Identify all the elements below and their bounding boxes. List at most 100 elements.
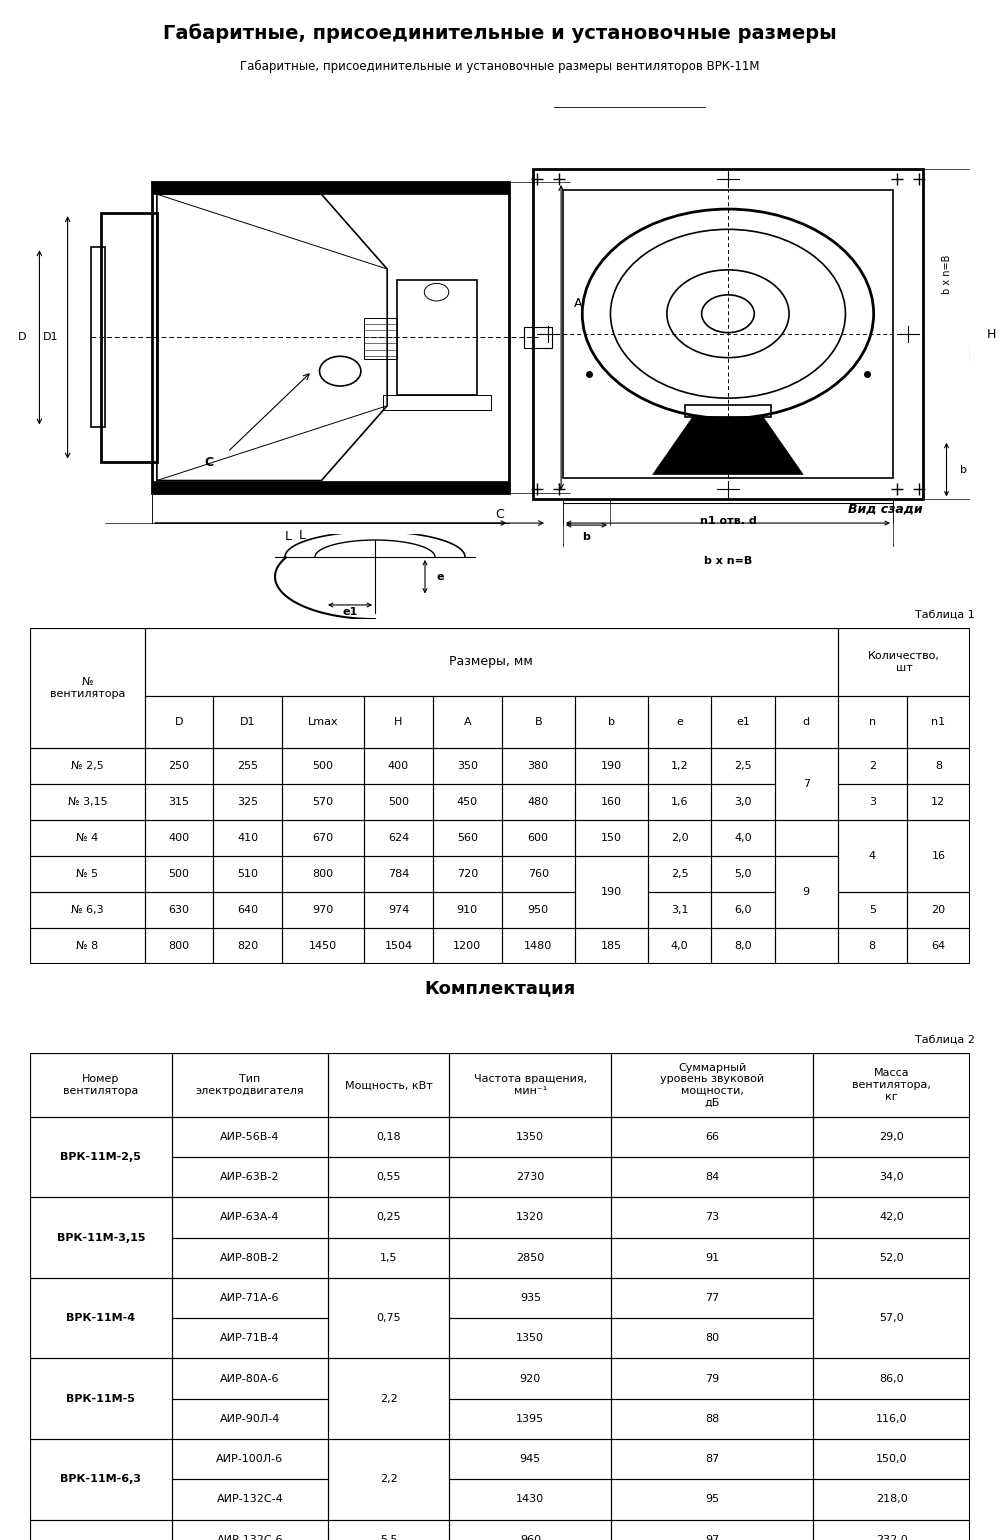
Text: Масса
вентилятора,
кг: Масса вентилятора, кг bbox=[852, 1069, 931, 1101]
Text: 3,0: 3,0 bbox=[734, 796, 752, 807]
Text: 20: 20 bbox=[931, 906, 945, 915]
Text: 2,0: 2,0 bbox=[671, 833, 688, 842]
Text: 760: 760 bbox=[528, 869, 549, 879]
Text: 86,0: 86,0 bbox=[879, 1374, 904, 1383]
Text: 0,55: 0,55 bbox=[377, 1172, 401, 1183]
Text: АИР-132С-6: АИР-132С-6 bbox=[217, 1535, 283, 1540]
Text: АИР-63А-4: АИР-63А-4 bbox=[220, 1212, 280, 1223]
Bar bbox=[100, 213, 157, 462]
Text: 5: 5 bbox=[869, 906, 876, 915]
Text: 800: 800 bbox=[313, 869, 334, 879]
Text: 87: 87 bbox=[705, 1454, 719, 1465]
Text: 185: 185 bbox=[601, 941, 622, 952]
Text: № 2,5: № 2,5 bbox=[71, 761, 104, 772]
Bar bbox=[152, 480, 509, 493]
Text: b: b bbox=[608, 716, 615, 727]
Text: 500: 500 bbox=[313, 761, 334, 772]
Text: 0,18: 0,18 bbox=[377, 1132, 401, 1143]
Text: № 3,15: № 3,15 bbox=[68, 796, 107, 807]
Text: 160: 160 bbox=[601, 796, 622, 807]
Text: 2850: 2850 bbox=[516, 1252, 544, 1263]
Bar bbox=[383, 394, 491, 410]
Bar bbox=[397, 280, 477, 394]
Text: 57,0: 57,0 bbox=[879, 1314, 904, 1323]
Text: n1 отв. d: n1 отв. d bbox=[700, 516, 756, 527]
Text: 480: 480 bbox=[528, 796, 549, 807]
Bar bbox=[563, 189, 893, 477]
Bar bbox=[685, 405, 771, 417]
Text: H: H bbox=[987, 328, 996, 340]
Text: B: B bbox=[534, 716, 542, 727]
Text: 945: 945 bbox=[520, 1454, 541, 1465]
Text: H: H bbox=[394, 716, 403, 727]
Text: 1200: 1200 bbox=[453, 941, 481, 952]
Text: D: D bbox=[18, 333, 27, 342]
Text: Суммарный
уровень звуковой
мощности,
дБ: Суммарный уровень звуковой мощности, дБ bbox=[660, 1063, 764, 1107]
Text: 970: 970 bbox=[313, 906, 334, 915]
Text: АИР-90Л-4: АИР-90Л-4 bbox=[220, 1414, 280, 1424]
Text: A: A bbox=[463, 716, 471, 727]
Text: 91: 91 bbox=[705, 1252, 719, 1263]
Text: b: b bbox=[960, 465, 967, 474]
Text: 150: 150 bbox=[601, 833, 622, 842]
Text: b x n=B: b x n=B bbox=[942, 254, 952, 294]
Text: A: A bbox=[574, 297, 582, 310]
Text: L: L bbox=[299, 528, 306, 542]
Text: 4,0: 4,0 bbox=[734, 833, 752, 842]
Text: 2,5: 2,5 bbox=[734, 761, 752, 772]
Text: 84: 84 bbox=[705, 1172, 719, 1183]
Text: C: C bbox=[496, 508, 504, 521]
Text: 116,0: 116,0 bbox=[876, 1414, 907, 1424]
Text: 2,2: 2,2 bbox=[380, 1394, 398, 1403]
Text: L: L bbox=[284, 530, 291, 544]
Text: 400: 400 bbox=[388, 761, 409, 772]
Text: Габаритные, присоединительные и установочные размеры: Габаритные, присоединительные и установо… bbox=[163, 23, 837, 43]
Text: ВРК-11М-6,3: ВРК-11М-6,3 bbox=[60, 1474, 141, 1485]
Text: 5,5: 5,5 bbox=[380, 1535, 398, 1540]
Text: 500: 500 bbox=[388, 796, 409, 807]
Text: d: d bbox=[803, 716, 810, 727]
Text: 0,25: 0,25 bbox=[377, 1212, 401, 1223]
Text: 29,0: 29,0 bbox=[879, 1132, 904, 1143]
Bar bbox=[152, 182, 509, 493]
Text: № 4: № 4 bbox=[76, 833, 98, 842]
Text: 450: 450 bbox=[457, 796, 478, 807]
Text: 12: 12 bbox=[931, 796, 945, 807]
Text: № 5: № 5 bbox=[76, 869, 98, 879]
Bar bbox=[533, 168, 923, 499]
Text: Мощность, кВт: Мощность, кВт bbox=[345, 1080, 433, 1090]
Text: 500: 500 bbox=[169, 869, 190, 879]
Text: Комплектация: Комплектация bbox=[424, 979, 576, 998]
Text: e: e bbox=[676, 716, 683, 727]
Text: 2730: 2730 bbox=[516, 1172, 544, 1183]
Text: ВРК-11М-4: ВРК-11М-4 bbox=[66, 1314, 135, 1323]
Text: Тип
электродвигателя: Тип электродвигателя bbox=[196, 1075, 304, 1096]
Text: 630: 630 bbox=[169, 906, 190, 915]
Text: 820: 820 bbox=[237, 941, 258, 952]
Text: 315: 315 bbox=[169, 796, 190, 807]
Text: 64: 64 bbox=[931, 941, 945, 952]
Text: Количество,
шт: Количество, шт bbox=[868, 651, 940, 673]
Text: Таблица 1: Таблица 1 bbox=[915, 610, 975, 619]
Text: e1: e1 bbox=[736, 716, 750, 727]
Text: АИР-56В-4: АИР-56В-4 bbox=[220, 1132, 280, 1143]
Text: 34,0: 34,0 bbox=[879, 1172, 904, 1183]
Text: n1: n1 bbox=[931, 716, 945, 727]
Text: 88: 88 bbox=[705, 1414, 719, 1424]
Text: 600: 600 bbox=[528, 833, 549, 842]
Text: ВРК-11М-2,5: ВРК-11М-2,5 bbox=[60, 1152, 141, 1163]
Text: 640: 640 bbox=[237, 906, 258, 915]
Text: 52,0: 52,0 bbox=[879, 1252, 904, 1263]
Text: АИР-71В-4: АИР-71В-4 bbox=[220, 1334, 280, 1343]
Text: 8,0: 8,0 bbox=[734, 941, 752, 952]
Text: АИР-80А-6: АИР-80А-6 bbox=[220, 1374, 280, 1383]
Text: 350: 350 bbox=[457, 761, 478, 772]
Text: 920: 920 bbox=[520, 1374, 541, 1383]
Text: 190: 190 bbox=[601, 761, 622, 772]
Text: 1,2: 1,2 bbox=[671, 761, 688, 772]
Text: АИР-132С-4: АИР-132С-4 bbox=[216, 1494, 283, 1505]
Text: 8: 8 bbox=[935, 761, 942, 772]
Text: 2,2: 2,2 bbox=[380, 1474, 398, 1485]
Text: 800: 800 bbox=[168, 941, 190, 952]
Text: 6,0: 6,0 bbox=[734, 906, 752, 915]
